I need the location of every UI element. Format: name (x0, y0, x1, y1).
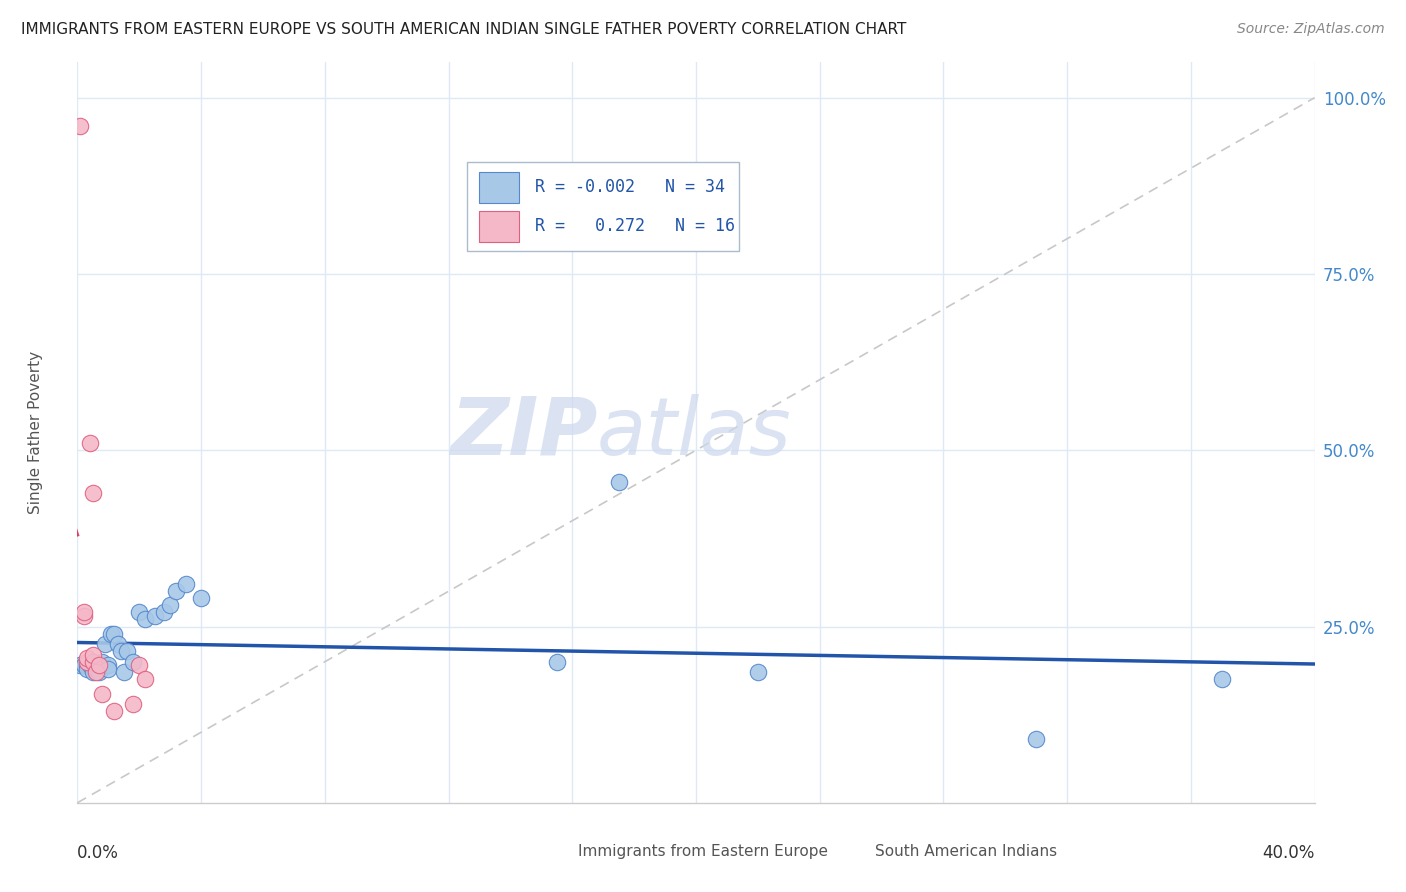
FancyBboxPatch shape (838, 844, 866, 860)
FancyBboxPatch shape (479, 211, 519, 243)
Point (115, 644, 138, 658)
Text: atlas: atlas (598, 393, 792, 472)
Point (84, 662, 107, 676)
Text: South American Indians: South American Indians (876, 844, 1057, 859)
Point (128, 606, 150, 620)
Point (107, 637, 129, 651)
Point (122, 655, 145, 669)
Text: ZIP: ZIP (450, 393, 598, 472)
Text: R =   0.272   N = 16: R = 0.272 N = 16 (536, 217, 735, 235)
Point (76, 655, 98, 669)
FancyBboxPatch shape (467, 162, 740, 252)
Point (87, 665, 110, 680)
Point (165, 584, 187, 599)
Point (607, 475, 630, 489)
Point (87, 658, 110, 673)
Point (747, 665, 769, 680)
Point (103, 704, 125, 718)
Point (76, 658, 98, 673)
Point (72, 606, 94, 620)
Text: 0.0%: 0.0% (77, 844, 120, 862)
Point (134, 673, 156, 687)
Point (1025, 732, 1047, 747)
Point (82, 485, 104, 500)
Text: IMMIGRANTS FROM EASTERN EUROPE VS SOUTH AMERICAN INDIAN SINGLE FATHER POVERTY CO: IMMIGRANTS FROM EASTERN EUROPE VS SOUTH … (21, 22, 907, 37)
Point (76, 662, 98, 676)
Point (112, 665, 135, 680)
Text: Source: ZipAtlas.com: Source: ZipAtlas.com (1237, 22, 1385, 37)
Point (97, 662, 120, 676)
Point (76, 651, 98, 665)
Point (1211, 673, 1233, 687)
Point (97, 658, 120, 673)
Text: Immigrants from Eastern Europe: Immigrants from Eastern Europe (578, 844, 828, 859)
Point (143, 609, 166, 624)
Point (159, 599, 181, 613)
Point (153, 606, 176, 620)
Point (128, 658, 150, 673)
Point (94, 637, 117, 651)
Point (69, 658, 91, 673)
Point (82, 648, 104, 662)
Point (82, 655, 104, 669)
Point (84, 665, 107, 680)
Point (134, 612, 156, 626)
Point (100, 626, 122, 640)
Point (91, 686, 114, 700)
Point (84, 658, 107, 673)
Point (82, 655, 104, 669)
Point (190, 591, 212, 606)
Point (72, 609, 94, 624)
Point (91, 655, 114, 669)
Point (174, 577, 197, 591)
Text: Single Father Poverty: Single Father Poverty (28, 351, 42, 514)
Point (82, 665, 104, 680)
FancyBboxPatch shape (479, 172, 519, 203)
Text: 40.0%: 40.0% (1263, 844, 1315, 862)
Point (69, 119, 91, 133)
Point (72, 658, 94, 673)
Point (110, 644, 132, 658)
Point (103, 626, 125, 640)
Point (79, 436, 101, 450)
Point (79, 658, 101, 673)
Point (122, 697, 145, 711)
Text: R = -0.002   N = 34: R = -0.002 N = 34 (536, 178, 725, 196)
FancyBboxPatch shape (541, 844, 568, 860)
Point (546, 655, 568, 669)
